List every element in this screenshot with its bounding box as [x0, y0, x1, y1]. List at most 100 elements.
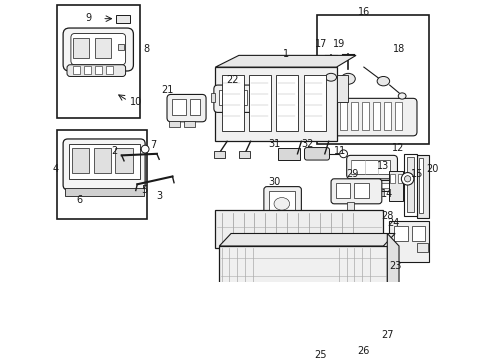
Bar — [118, 44, 124, 50]
Bar — [219, 341, 390, 355]
Bar — [406, 157, 413, 212]
Bar — [116, 15, 130, 23]
Bar — [277, 148, 299, 160]
Text: 22: 22 — [226, 75, 238, 85]
Bar — [168, 121, 179, 127]
Text: 23: 23 — [388, 261, 401, 271]
Text: 21: 21 — [161, 85, 173, 95]
Text: 31: 31 — [267, 139, 280, 149]
Bar — [73, 38, 89, 58]
Bar — [106, 66, 113, 74]
Bar — [393, 226, 407, 241]
FancyBboxPatch shape — [67, 65, 125, 76]
Bar — [316, 15, 428, 144]
Bar — [95, 66, 102, 74]
Bar — [95, 38, 110, 58]
Bar — [84, 66, 91, 74]
Bar — [65, 188, 143, 196]
Text: 26: 26 — [357, 346, 369, 356]
Bar — [210, 93, 215, 102]
Bar — [248, 75, 270, 131]
Bar — [303, 75, 325, 131]
Bar — [354, 184, 368, 198]
Ellipse shape — [268, 344, 277, 351]
Bar — [397, 174, 402, 184]
Bar — [184, 121, 195, 127]
Ellipse shape — [290, 344, 299, 351]
Ellipse shape — [312, 344, 321, 351]
Bar — [372, 102, 380, 130]
Bar — [404, 154, 416, 216]
FancyBboxPatch shape — [71, 33, 125, 65]
Text: 13: 13 — [377, 161, 389, 171]
Polygon shape — [386, 234, 398, 338]
Bar — [190, 99, 200, 115]
Text: 25: 25 — [314, 350, 326, 360]
Text: 29: 29 — [345, 169, 358, 179]
Ellipse shape — [404, 176, 410, 182]
Bar — [215, 67, 336, 141]
Text: 3: 3 — [156, 191, 162, 201]
Bar — [340, 102, 347, 130]
FancyBboxPatch shape — [63, 28, 133, 71]
Polygon shape — [215, 55, 355, 67]
Bar — [418, 158, 423, 213]
Text: 30: 30 — [267, 177, 280, 187]
Bar — [346, 202, 354, 212]
FancyBboxPatch shape — [323, 98, 416, 136]
Text: 9: 9 — [86, 13, 92, 23]
Text: 6: 6 — [76, 195, 82, 205]
Text: 27: 27 — [380, 330, 393, 340]
Ellipse shape — [224, 344, 234, 351]
Bar — [351, 102, 358, 130]
Text: 24: 24 — [386, 217, 399, 228]
Bar — [380, 184, 391, 188]
Polygon shape — [219, 234, 394, 246]
Bar — [388, 171, 402, 201]
Bar — [389, 174, 394, 184]
Bar — [238, 152, 249, 158]
Text: 28: 28 — [380, 211, 393, 221]
Ellipse shape — [339, 150, 347, 158]
Text: 8: 8 — [143, 44, 149, 54]
Text: 19: 19 — [332, 40, 345, 49]
Ellipse shape — [333, 344, 343, 351]
Text: 2: 2 — [110, 147, 117, 157]
Text: 15: 15 — [410, 169, 422, 179]
FancyBboxPatch shape — [346, 156, 397, 179]
Bar — [384, 102, 390, 130]
Text: 14: 14 — [381, 189, 393, 199]
Bar — [335, 184, 349, 198]
Ellipse shape — [273, 198, 289, 210]
Text: 17: 17 — [314, 40, 326, 49]
Text: 12: 12 — [391, 143, 404, 153]
Text: 4: 4 — [52, 164, 58, 174]
Bar — [218, 90, 246, 105]
Bar — [416, 156, 428, 218]
Text: 1: 1 — [282, 49, 288, 59]
Bar — [268, 191, 295, 212]
Text: 18: 18 — [392, 44, 405, 54]
Bar — [213, 152, 224, 158]
FancyBboxPatch shape — [63, 139, 145, 190]
Bar — [115, 148, 132, 173]
Bar — [416, 243, 427, 252]
Bar — [215, 210, 383, 248]
FancyBboxPatch shape — [213, 85, 252, 112]
Bar — [276, 75, 298, 131]
FancyBboxPatch shape — [330, 179, 381, 204]
Bar — [93, 148, 110, 173]
Bar — [377, 180, 394, 191]
Bar — [68, 144, 140, 179]
Bar — [72, 148, 89, 173]
Bar — [221, 75, 243, 131]
Text: 20: 20 — [426, 164, 438, 174]
Text: 10: 10 — [129, 97, 142, 107]
FancyBboxPatch shape — [304, 148, 329, 160]
Bar — [388, 221, 428, 262]
Text: 7: 7 — [149, 140, 156, 150]
Bar — [329, 102, 336, 130]
Bar — [171, 99, 185, 115]
Ellipse shape — [246, 344, 256, 351]
Text: 16: 16 — [357, 6, 369, 17]
